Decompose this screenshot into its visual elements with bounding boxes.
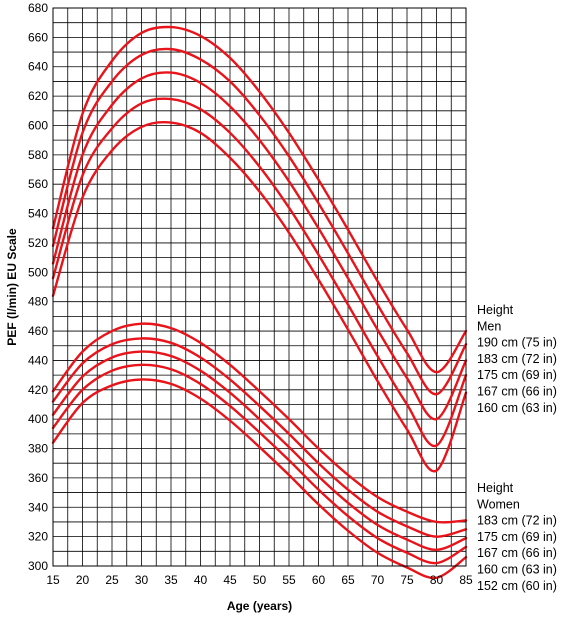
legend-group-label: Men	[477, 319, 501, 333]
x-tick-label: 15	[46, 573, 60, 587]
series-line-women	[51, 363, 468, 565]
x-tick-label: 65	[341, 573, 355, 587]
x-tick-label: 25	[105, 573, 119, 587]
legend-entry: 190 cm (75 in)	[477, 336, 557, 350]
series-lines	[51, 25, 468, 580]
y-axis-title: PEF (l/min) EU Scale	[5, 228, 19, 346]
x-tick-label: 40	[194, 573, 208, 587]
y-tick-label: 400	[28, 412, 48, 426]
plot-frame	[52, 7, 467, 567]
y-tick-label: 460	[28, 324, 48, 338]
y-tick-label: 320	[28, 530, 48, 544]
x-tick-label: 60	[312, 573, 326, 587]
y-tick-label: 340	[28, 500, 48, 514]
y-tick-label: 640	[28, 60, 48, 74]
legend-entry: 152 cm (60 in)	[477, 579, 557, 593]
series-line-men	[51, 120, 468, 473]
x-tick-label: 20	[76, 573, 90, 587]
legend-entry: 183 cm (72 in)	[477, 352, 557, 366]
series-line-men	[51, 97, 468, 448]
x-tick-label: 70	[371, 573, 385, 587]
legend-entry: 167 cm (66 in)	[477, 385, 557, 399]
x-tick-label: 80	[430, 573, 444, 587]
legend-heading: Height	[477, 481, 514, 495]
x-tick-label: 85	[459, 573, 473, 587]
x-tick-label: 75	[400, 573, 414, 587]
y-tick-labels: 300 320 340 360 380 400 420 440 460 480 500 520 540 5…	[28, 1, 48, 573]
x-tick-label: 30	[135, 573, 149, 587]
series-line-women	[51, 337, 468, 538]
legend-entry: 183 cm (72 in)	[477, 514, 557, 528]
series-line-men	[51, 25, 468, 374]
y-tick-label: 500	[28, 265, 48, 279]
legend-entry: 160 cm (63 in)	[477, 563, 557, 577]
y-tick-label: 300	[28, 559, 48, 573]
y-tick-label: 580	[28, 148, 48, 162]
x-tick-labels: 15 20 25 30 35 40 45 50 55 60 65 70 75 80 85	[46, 573, 473, 587]
x-tick-label: 55	[282, 573, 296, 587]
legend-group-label: Women	[477, 497, 520, 511]
x-tick-label: 45	[223, 573, 237, 587]
series-line-women	[51, 378, 468, 580]
x-tick-label: 50	[253, 573, 267, 587]
series-line-men	[51, 71, 468, 421]
legend-entry: 175 cm (69 in)	[477, 530, 557, 544]
grid	[52, 7, 467, 567]
series-line-women	[51, 350, 468, 552]
x-axis-title: Age (years)	[227, 599, 292, 613]
legend-entry: 167 cm (66 in)	[477, 546, 557, 560]
y-tick-label: 540	[28, 207, 48, 221]
x-tick-label: 35	[164, 573, 178, 587]
y-tick-label: 660	[28, 30, 48, 44]
y-tick-label: 380	[28, 442, 48, 456]
legend-entry: 175 cm (69 in)	[477, 368, 557, 382]
y-tick-label: 680	[28, 1, 48, 15]
y-tick-label: 520	[28, 236, 48, 250]
y-tick-label: 600	[28, 118, 48, 132]
y-tick-label: 420	[28, 383, 48, 397]
y-tick-label: 620	[28, 89, 48, 103]
y-tick-label: 480	[28, 295, 48, 309]
legend-entry: 160 cm (63 in)	[477, 401, 557, 415]
legend-heading: Height	[477, 303, 514, 317]
y-tick-label: 440	[28, 353, 48, 367]
y-tick-label: 360	[28, 471, 48, 485]
y-tick-label: 560	[28, 177, 48, 191]
legend: Height Men 190 cm (75 in) 183 cm (72 in) 175…	[477, 303, 557, 593]
series-line-men	[51, 47, 468, 396]
series-line-women	[51, 322, 468, 524]
